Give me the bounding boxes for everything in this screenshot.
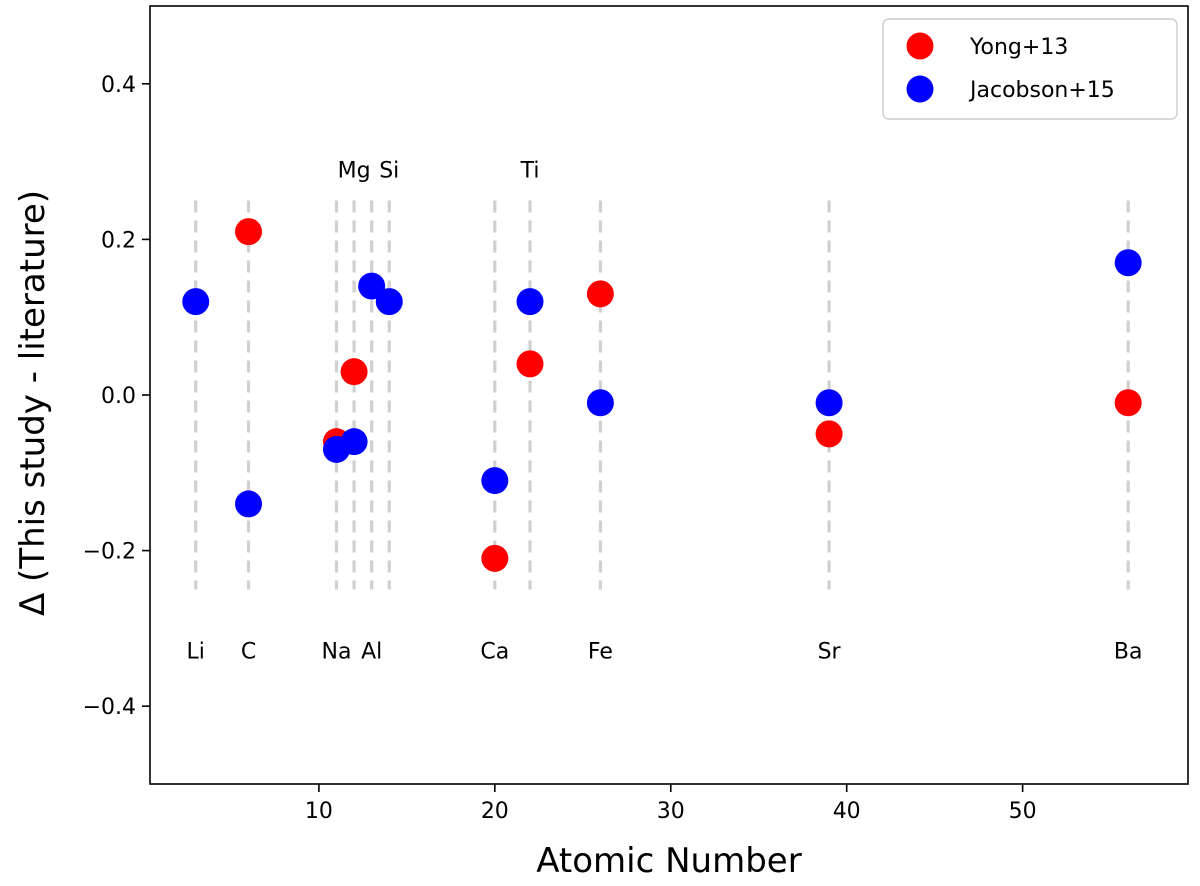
jacobson15-point — [1114, 249, 1142, 277]
element-label: Si — [379, 158, 399, 183]
yong13-point — [340, 358, 368, 386]
yong13-point — [516, 350, 544, 378]
legend-box — [882, 18, 1178, 120]
x-tick-label: 10 — [305, 799, 333, 824]
jacobson15-point — [235, 490, 263, 518]
y-tick-label: −0.2 — [83, 540, 136, 565]
jacobson15-point — [815, 389, 843, 417]
element-label: Ca — [480, 640, 509, 665]
element-label: Ba — [1114, 640, 1143, 665]
x-axis-title: Atomic Number — [536, 841, 801, 881]
x-tick-label: 30 — [657, 799, 685, 824]
x-tick-label: 20 — [481, 799, 509, 824]
jacobson15-point — [182, 288, 210, 316]
legend-label: Jacobson+15 — [968, 78, 1115, 103]
plot-frame — [149, 5, 1189, 785]
element-label: Mg — [338, 158, 371, 183]
yong13-point — [1114, 389, 1142, 417]
yong13-point — [815, 420, 843, 448]
legend-label: Yong+13 — [969, 35, 1068, 60]
legend-marker — [906, 75, 934, 103]
legend-marker — [906, 32, 934, 60]
y-tick-label: −0.4 — [83, 695, 136, 720]
legend: Yong+13 Jacobson+15 — [882, 18, 1178, 120]
x-tick-label: 50 — [1009, 799, 1037, 824]
axes-layer: 10 20 30 40 50 −0.4 −0.2 0.0 0.2 0.4 — [83, 73, 1037, 824]
element-label: Li — [187, 640, 205, 665]
jacobson15-point — [481, 467, 509, 495]
element-lines-layer — [194, 200, 1130, 590]
element-label: Sr — [818, 640, 842, 665]
element-label: Ti — [520, 158, 540, 183]
jacobson15-point — [516, 288, 544, 316]
y-tick-label: 0.0 — [101, 384, 136, 409]
yong13-point — [586, 280, 614, 308]
element-label: Fe — [588, 640, 613, 665]
yong13-point — [481, 544, 509, 572]
element-label: C — [241, 640, 256, 665]
x-tick-label: 40 — [833, 799, 861, 824]
data-points-layer — [182, 218, 1142, 572]
jacobson15-point — [586, 389, 614, 417]
element-labels-layer: Li C Na Al Ca Fe Sr Ba Mg Si Ti — [187, 158, 1143, 664]
yong13-point — [235, 218, 263, 246]
jacobson15-point — [340, 428, 368, 456]
element-label: Na — [322, 640, 352, 665]
y-axis-title: Δ (This study - literature) — [13, 190, 53, 616]
jacobson15-point — [375, 288, 403, 316]
element-label: Al — [361, 640, 382, 665]
jacobson15-point — [358, 272, 386, 300]
y-tick-label: 0.4 — [101, 73, 136, 98]
y-tick-label: 0.2 — [101, 228, 136, 253]
